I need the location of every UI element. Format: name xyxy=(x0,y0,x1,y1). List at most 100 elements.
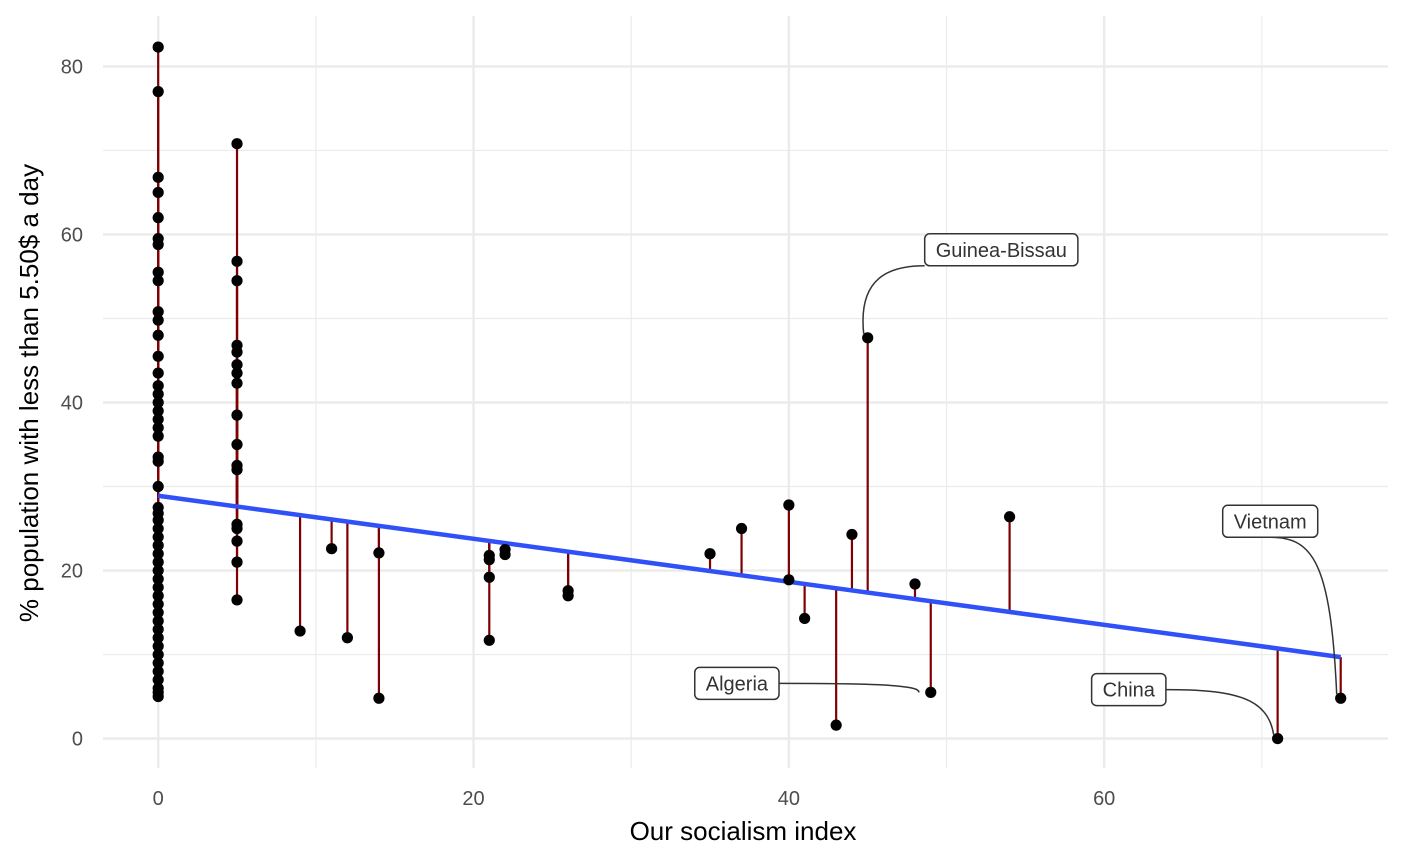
data-point xyxy=(704,548,716,560)
y-tick-label: 60 xyxy=(61,224,83,246)
data-point xyxy=(562,590,574,602)
data-point xyxy=(925,686,937,698)
callout-label: Vietnam xyxy=(1234,511,1307,533)
data-point xyxy=(152,598,164,610)
data-point xyxy=(152,665,164,677)
data-point xyxy=(152,396,164,409)
data-point xyxy=(152,690,164,703)
data-point xyxy=(231,594,243,606)
data-point xyxy=(846,528,858,541)
data-point xyxy=(152,564,164,577)
data-point xyxy=(326,543,338,555)
callout-label: Guinea-Bissau xyxy=(936,240,1067,262)
y-tick-label: 0 xyxy=(72,729,83,751)
data-point xyxy=(152,329,164,341)
data-point xyxy=(152,212,164,224)
x-tick-label: 0 xyxy=(153,788,164,810)
data-point xyxy=(152,514,164,526)
data-point xyxy=(231,138,243,150)
data-point xyxy=(373,692,385,704)
callout-connector xyxy=(862,265,925,334)
data-points xyxy=(152,41,1347,745)
callout-connector xyxy=(779,682,920,693)
data-point xyxy=(152,615,164,627)
data-point xyxy=(231,346,243,358)
data-point xyxy=(783,574,795,586)
fit-line xyxy=(157,493,1342,660)
data-point xyxy=(152,388,164,400)
data-point xyxy=(231,359,243,371)
data-point xyxy=(152,405,164,417)
data-point xyxy=(1272,732,1284,745)
callout-label: China xyxy=(1103,680,1156,702)
data-point xyxy=(231,522,243,535)
callout-box xyxy=(923,233,1079,267)
data-point xyxy=(152,186,164,199)
data-point xyxy=(152,480,164,493)
callout-connector xyxy=(1270,536,1338,695)
data-point xyxy=(231,438,243,451)
callout-box xyxy=(694,666,780,701)
data-point xyxy=(152,531,164,543)
data-point xyxy=(231,275,243,287)
data-point xyxy=(862,332,874,344)
data-point xyxy=(152,606,164,619)
data-point xyxy=(483,554,495,566)
data-point xyxy=(231,409,243,421)
data-point xyxy=(152,86,164,98)
data-point xyxy=(152,632,164,644)
data-point xyxy=(231,367,243,379)
callout-label: Algeria xyxy=(706,673,769,695)
y-tick-label: 80 xyxy=(61,56,83,78)
data-point xyxy=(152,657,164,669)
data-point xyxy=(152,430,164,442)
data-point xyxy=(152,238,164,251)
data-point xyxy=(152,171,164,183)
data-point xyxy=(152,275,164,287)
y-axis-title: % population with less than 5.50$ a day xyxy=(14,164,44,622)
data-point xyxy=(152,367,164,379)
data-point xyxy=(499,548,511,561)
data-point xyxy=(152,350,164,362)
data-point xyxy=(152,422,164,434)
data-point xyxy=(152,380,164,392)
fit-line-layer xyxy=(157,493,1342,660)
x-axis-title: Our socialism index xyxy=(630,816,857,846)
data-point xyxy=(735,522,748,535)
data-point xyxy=(152,648,164,661)
data-point xyxy=(152,41,164,53)
y-tick-label: 20 xyxy=(61,561,83,583)
data-point xyxy=(231,556,243,568)
data-point xyxy=(152,266,164,278)
data-point xyxy=(830,719,842,731)
data-point xyxy=(152,590,164,602)
data-point xyxy=(152,522,164,535)
data-point xyxy=(294,625,306,637)
data-point xyxy=(152,548,164,560)
data-point xyxy=(152,455,164,467)
data-point xyxy=(152,413,164,425)
x-tick-label: 20 xyxy=(462,788,484,810)
data-point xyxy=(152,573,164,585)
x-tick-label: 40 xyxy=(778,788,800,810)
data-point xyxy=(152,314,164,326)
data-point xyxy=(152,640,164,652)
data-point xyxy=(231,377,243,389)
callout-box xyxy=(1221,504,1319,539)
grid-major xyxy=(103,16,1388,768)
data-point xyxy=(1335,692,1347,704)
tick-labels: 0 20 40 60 0 20 40 60 80 xyxy=(61,56,1116,810)
callout-connector xyxy=(1165,688,1275,735)
y-tick-label: 40 xyxy=(61,393,83,415)
callouts: Guinea-Bissau Vietnam Algeria China xyxy=(694,233,1338,735)
x-tick-label: 60 xyxy=(1093,788,1115,810)
data-point xyxy=(152,581,164,593)
data-point xyxy=(152,674,164,686)
data-point xyxy=(152,306,164,318)
data-point xyxy=(1003,511,1016,523)
data-point xyxy=(483,634,495,646)
callout-box xyxy=(1090,672,1167,707)
data-point xyxy=(483,571,495,583)
